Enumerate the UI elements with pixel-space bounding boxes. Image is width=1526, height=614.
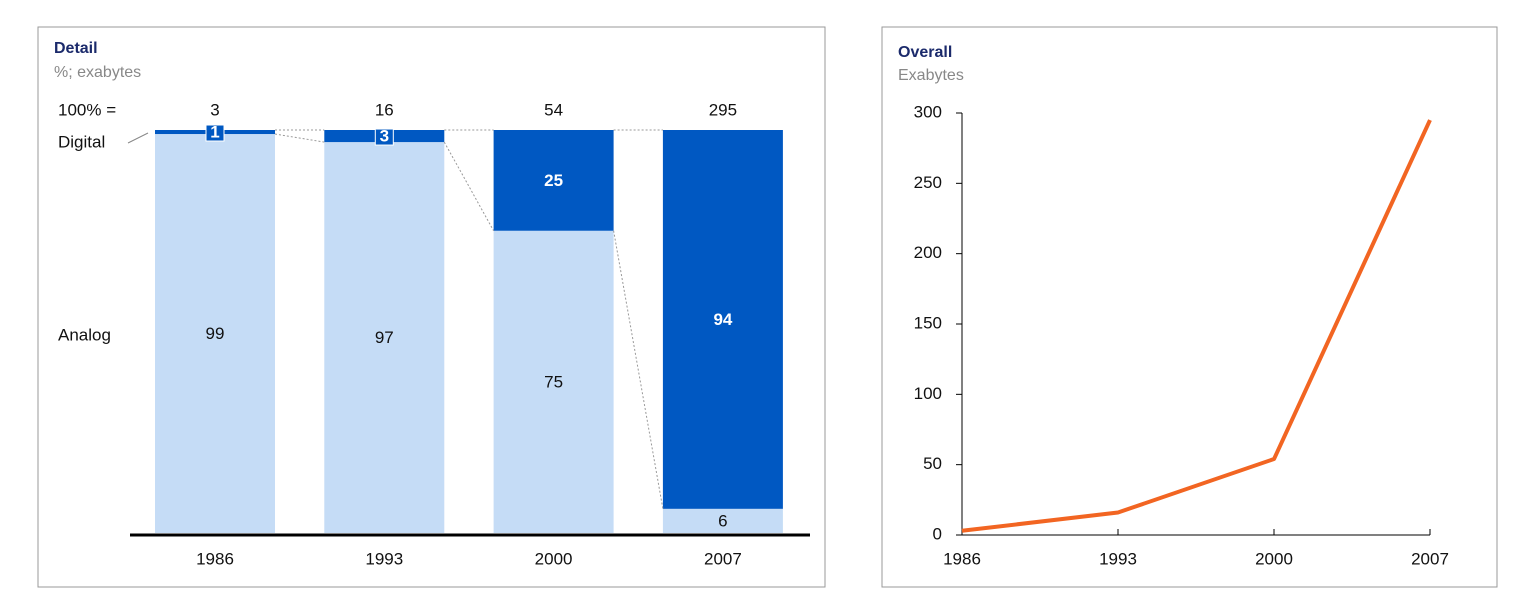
total-value: 16 [375,100,394,119]
y-tick-label: 100 [914,384,942,403]
value-label-box [374,128,394,146]
total-label: 100% = [58,100,116,119]
value-label: 25 [544,171,563,190]
chart-title: Detail [54,40,98,57]
total-value: 54 [544,100,563,119]
chart-title: Overall [898,44,952,61]
value-label: 1 [210,122,219,141]
panel-frame [881,26,1498,588]
value-label: 99 [206,324,225,343]
value-label: 3 [380,127,389,146]
bar-segment [493,130,614,231]
chart-subtitle: Exabytes [898,67,964,84]
value-label: 6 [718,511,727,530]
chart-subtitle: %; exabytes [54,64,141,81]
line-series [961,119,1432,533]
y-tick-label: 150 [914,313,942,332]
x-tick-label: 1986 [196,549,234,568]
series-label: Digital [58,132,105,151]
panel-frame [37,26,826,588]
y-tick-label: 50 [923,454,942,473]
x-tick-label: 2000 [535,549,573,568]
series-label: Analog [58,325,111,344]
bar-segment [324,142,445,533]
total-value: 295 [709,100,737,119]
y-tick-label: 300 [914,102,942,121]
y-tick-label: 200 [914,243,942,262]
x-tick-label: 1993 [365,549,403,568]
x-tick-label: 2007 [704,549,742,568]
y-tick-label: 0 [933,524,942,543]
value-label: 94 [713,310,732,329]
x-tick-label: 2000 [1255,549,1293,568]
value-label: 97 [375,328,394,347]
value-label: 75 [544,372,563,391]
x-tick-label: 1993 [1099,549,1137,568]
bar-segment [662,508,783,533]
connector [613,230,664,509]
bar-segment [493,230,614,533]
value-label-box [205,124,225,142]
bar-segment [662,130,783,509]
total-value: 3 [210,100,219,119]
connector [443,141,495,231]
bar-segment [155,134,275,533]
y-tick-label: 250 [914,173,942,192]
x-tick-label: 2007 [1411,549,1449,568]
leader [127,132,149,144]
x-tick-label: 1986 [943,549,981,568]
connector [274,133,325,143]
